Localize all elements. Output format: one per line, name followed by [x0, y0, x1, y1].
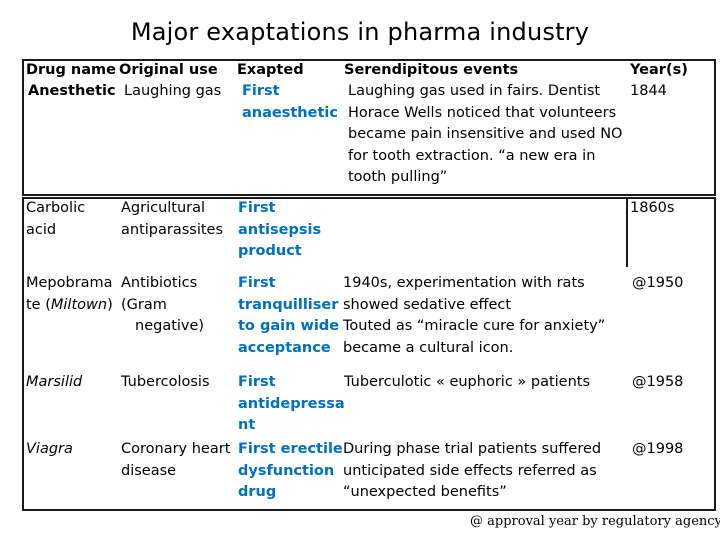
table-row-carbolic-year: 1860s: [630, 200, 675, 216]
header-drug-name: Drug name: [26, 62, 116, 78]
table-row-anesthetic-year: 1844: [630, 83, 667, 99]
table-row-anesthetic-drug: Anesthetic: [28, 83, 116, 99]
table-row-mepobramate-events: 1940s, experimentation with rats showed …: [343, 275, 606, 356]
table-row-mepobramate-exapted: First tranquilliser to gain wide accepta…: [238, 275, 340, 356]
table-frame-top: [22, 59, 716, 196]
table-row-viagra-exapted: First erectile dysfunction drug: [238, 441, 343, 501]
table-row-carbolic-original: Agricultural antiparassites: [121, 200, 224, 238]
table-row-mepobramate-year: @1950: [632, 275, 684, 291]
page-title: Major exaptations in pharma industry: [130, 18, 590, 46]
table-row-viagra-original: Coronary heart disease: [121, 441, 231, 479]
table-row-mepobramate-drug: Mepobrama te (Miltown): [26, 275, 113, 313]
table-row-mepobramate-original: Antibiotics (Gram negative): [121, 275, 205, 335]
table-row-marsilid-drug: Marsilid: [26, 374, 83, 390]
header-years: Year(s): [630, 62, 688, 78]
table-row-anesthetic-events: Laughing gas used in fairs. Dentist Hora…: [348, 83, 623, 186]
table-row-anesthetic-exapted: First anaesthetic: [242, 83, 338, 121]
table-row-viagra-year: @1998: [632, 441, 684, 457]
header-serendipitous-events: Serendipitous events: [344, 62, 519, 78]
table-row-carbolic-drug: Carbolic acid: [26, 200, 86, 238]
table-row-marsilid-events: Tuberculotic « euphoric » patients: [344, 374, 591, 390]
table-row-viagra-drug: Viagra: [26, 441, 73, 457]
table-row-marsilid-exapted: First antidepressa nt: [238, 374, 345, 434]
header-original-use: Original use: [119, 62, 218, 78]
table-row-anesthetic-original: Laughing gas: [124, 83, 222, 99]
table-row-marsilid-year: @1958: [632, 374, 684, 390]
header-exapted: Exapted: [237, 62, 304, 78]
table-row-carbolic-exapted: First antisepsis product: [238, 200, 322, 260]
table-row-marsilid-original: Tubercolosis: [121, 374, 210, 390]
table-row-viagra-events: During phase trial patients suffered unt…: [343, 441, 602, 501]
footnote: @ approval year by regulatory agency: [470, 514, 720, 529]
table-frame-bottom: [22, 197, 716, 511]
column-divider: [626, 197, 628, 267]
